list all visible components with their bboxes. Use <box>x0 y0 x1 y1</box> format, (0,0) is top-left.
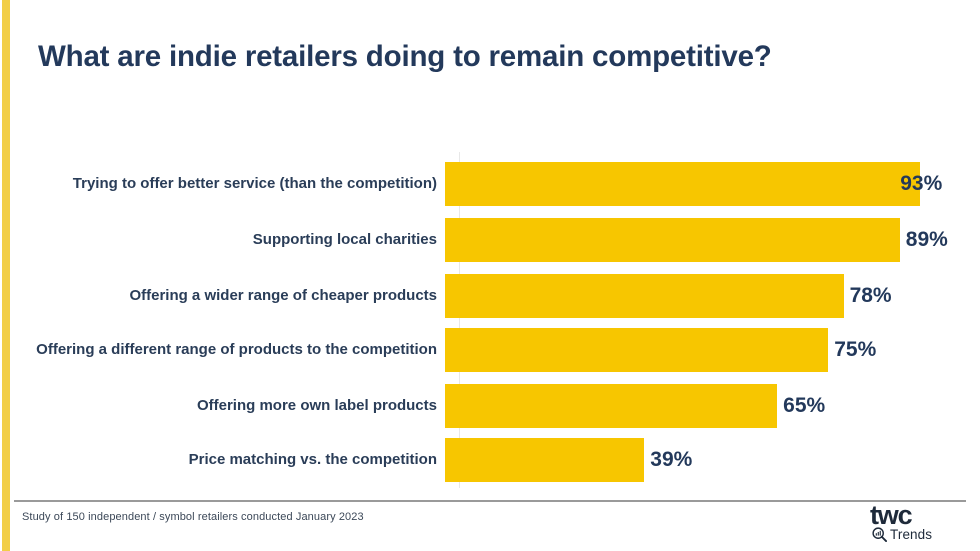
magnifier-bars-icon <box>872 527 887 542</box>
bar-value-label: 39% <box>650 448 693 471</box>
chart-axis-line <box>459 152 460 488</box>
bar <box>445 384 778 428</box>
bar-row: Supporting local charities 89% <box>0 218 980 262</box>
footer-divider <box>14 500 966 502</box>
bar-value-label: 75% <box>834 338 877 361</box>
bar-track: 39% <box>445 438 980 482</box>
bar <box>445 274 844 318</box>
bar-category-label: Offering a wider range of cheaper produc… <box>129 287 437 305</box>
bar-track: 65% <box>445 384 980 428</box>
bar-row: Price matching vs. the competition 39% <box>0 438 980 482</box>
bar-value-label: 78% <box>849 284 892 307</box>
bar <box>445 438 645 482</box>
bar-track: 89% <box>445 218 980 262</box>
twc-trends-logo: twc Trends <box>860 500 964 546</box>
bar-row: Trying to offer better service (than the… <box>0 162 980 206</box>
bar-category-label: Offering a different range of products t… <box>36 341 437 359</box>
bar-category-label: Trying to offer better service (than the… <box>72 175 437 193</box>
bar-value-label: 65% <box>783 394 826 417</box>
bar-row: Offering a different range of products t… <box>0 328 980 372</box>
bar-category-label: Supporting local charities <box>252 231 437 249</box>
bar-track: 93% <box>445 162 980 206</box>
footnote-text: Study of 150 independent / symbol retail… <box>22 511 364 523</box>
bar <box>445 162 921 206</box>
bar-track: 75% <box>445 328 980 372</box>
page-title: What are indie retailers doing to remain… <box>38 39 772 73</box>
horizontal-bar-chart: Trying to offer better service (than the… <box>0 150 980 490</box>
bar <box>445 328 829 372</box>
bar-row: Offering more own label products 65% <box>0 384 980 428</box>
bar-track: 78% <box>445 274 980 318</box>
logo-subtitle: Trends <box>890 527 933 542</box>
bar <box>445 218 900 262</box>
bar-row: Offering a wider range of cheaper produc… <box>0 274 980 318</box>
bar-value-label: 93% <box>900 172 943 195</box>
bar-value-label: 89% <box>905 228 948 251</box>
left-accent-stripe <box>2 0 10 551</box>
bar-category-label: Offering more own label products <box>196 397 437 415</box>
logo-wordmark: twc <box>870 500 913 530</box>
bar-category-label: Price matching vs. the competition <box>188 451 437 469</box>
